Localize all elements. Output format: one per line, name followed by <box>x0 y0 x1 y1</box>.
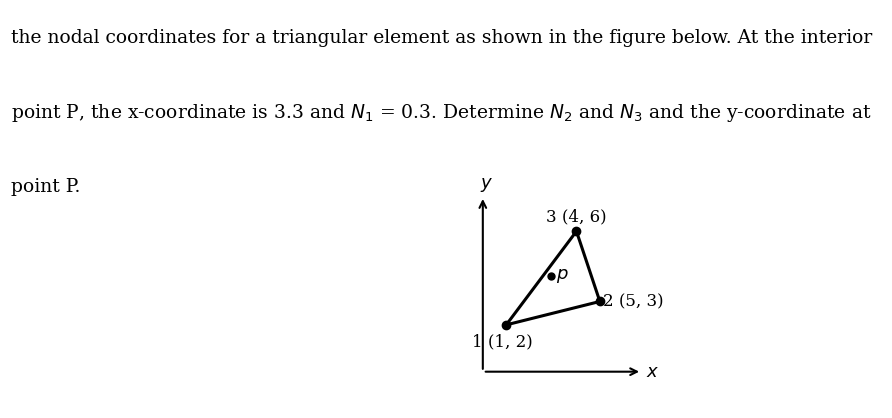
Text: $x$: $x$ <box>646 363 659 381</box>
Text: 3 (4, 6): 3 (4, 6) <box>546 209 607 225</box>
Text: the nodal coordinates for a triangular element as shown in the figure below. At : the nodal coordinates for a triangular e… <box>11 29 872 47</box>
Text: $p$: $p$ <box>556 267 568 285</box>
Text: 2 (5, 3): 2 (5, 3) <box>603 293 664 310</box>
Text: point P.: point P. <box>11 178 80 196</box>
Text: 1 (1, 2): 1 (1, 2) <box>473 333 533 350</box>
Text: $y$: $y$ <box>480 176 493 194</box>
Text: point P, the x-coordinate is 3.3 and $N_1$ = 0.3. Determine $N_2$ and $N_3$ and : point P, the x-coordinate is 3.3 and $N_… <box>11 102 871 125</box>
